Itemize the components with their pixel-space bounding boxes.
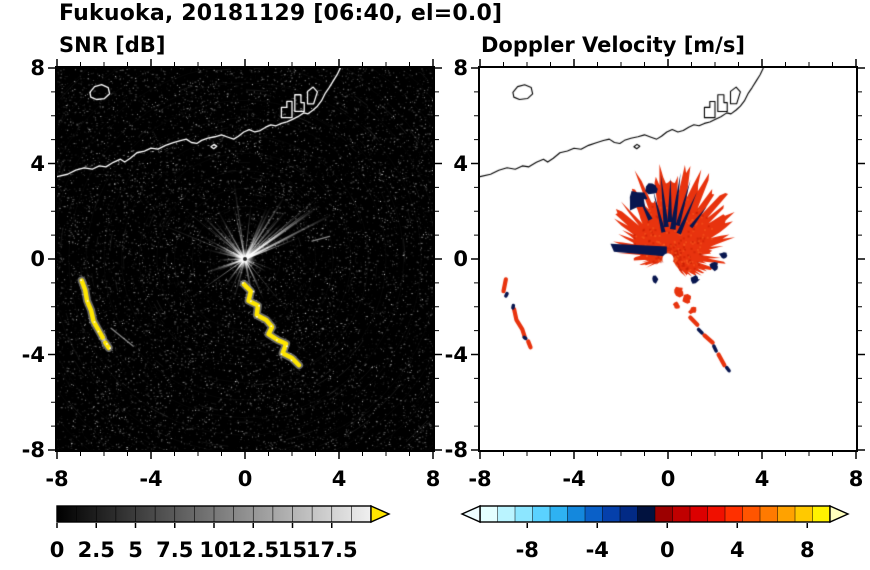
snr-colorbar-label: 12.5: [227, 538, 280, 562]
velocity-x-tick-label: 8: [848, 467, 864, 491]
snr-panel-title: SNR [dB]: [59, 33, 166, 57]
velocity-y-tick-label: -4: [444, 342, 468, 367]
figure-title: Fukuoka, 20181129 [06:40, el=0.0]: [59, 1, 503, 26]
velocity-colorbar-label: 4: [729, 538, 745, 562]
snr-y-tick-label: 4: [30, 151, 45, 176]
velocity-y-tick-label: 4: [453, 151, 468, 176]
snr-colorbar-label: 0: [49, 538, 65, 562]
velocity-y-tick-label: 8: [453, 56, 468, 80]
snr-y-tick-label: -8: [21, 438, 45, 462]
velocity-colorbar: [479, 505, 831, 523]
velocity-colorbar-label: 8: [799, 538, 815, 562]
velocity-colorbar-under-arrow: [460, 504, 481, 524]
velocity-colorbar-label: 0: [659, 538, 675, 562]
snr-colorbar-label: 5: [128, 538, 143, 562]
velocity-x-tick-label: 0: [660, 467, 676, 491]
snr-colorbar-label: 7.5: [156, 538, 194, 562]
snr-y-tick-label: -4: [21, 342, 45, 367]
snr-colorbar-over-arrow: [370, 504, 391, 524]
snr-x-tick-label: 4: [331, 467, 347, 491]
velocity-x-tick-label: 4: [754, 467, 770, 491]
velocity-colorbar-label: -4: [585, 538, 609, 562]
snr-colorbar: [56, 505, 372, 523]
snr-x-tick-label: -8: [45, 467, 69, 491]
velocity-y-tick-label: -8: [444, 438, 468, 462]
velocity-x-tick-label: -4: [562, 467, 586, 491]
snr-colorbar-label: 15: [277, 538, 308, 562]
velocity-plot-canvas: [480, 68, 856, 450]
velocity-x-tick-label: -8: [468, 467, 492, 491]
snr-colorbar-label: 17.5: [305, 538, 358, 562]
snr-colorbar-label: 10: [199, 538, 229, 562]
velocity-colorbar-label: -8: [515, 538, 539, 562]
velocity-plot-frame: [478, 66, 858, 452]
velocity-colorbar-over-arrow: [829, 504, 850, 524]
snr-colorbar-label: 2.5: [77, 538, 115, 562]
snr-x-tick-label: -4: [139, 467, 163, 491]
snr-plot-frame: [55, 66, 435, 452]
snr-x-tick-label: 0: [237, 467, 253, 491]
velocity-y-tick-label: 0: [453, 247, 468, 271]
snr-plot-canvas: [57, 68, 433, 450]
velocity-panel-title: Doppler Velocity [m/s]: [481, 33, 745, 57]
snr-x-tick-label: 8: [425, 467, 441, 491]
snr-y-tick-label: 8: [30, 56, 45, 80]
snr-y-tick-label: 0: [30, 247, 45, 271]
